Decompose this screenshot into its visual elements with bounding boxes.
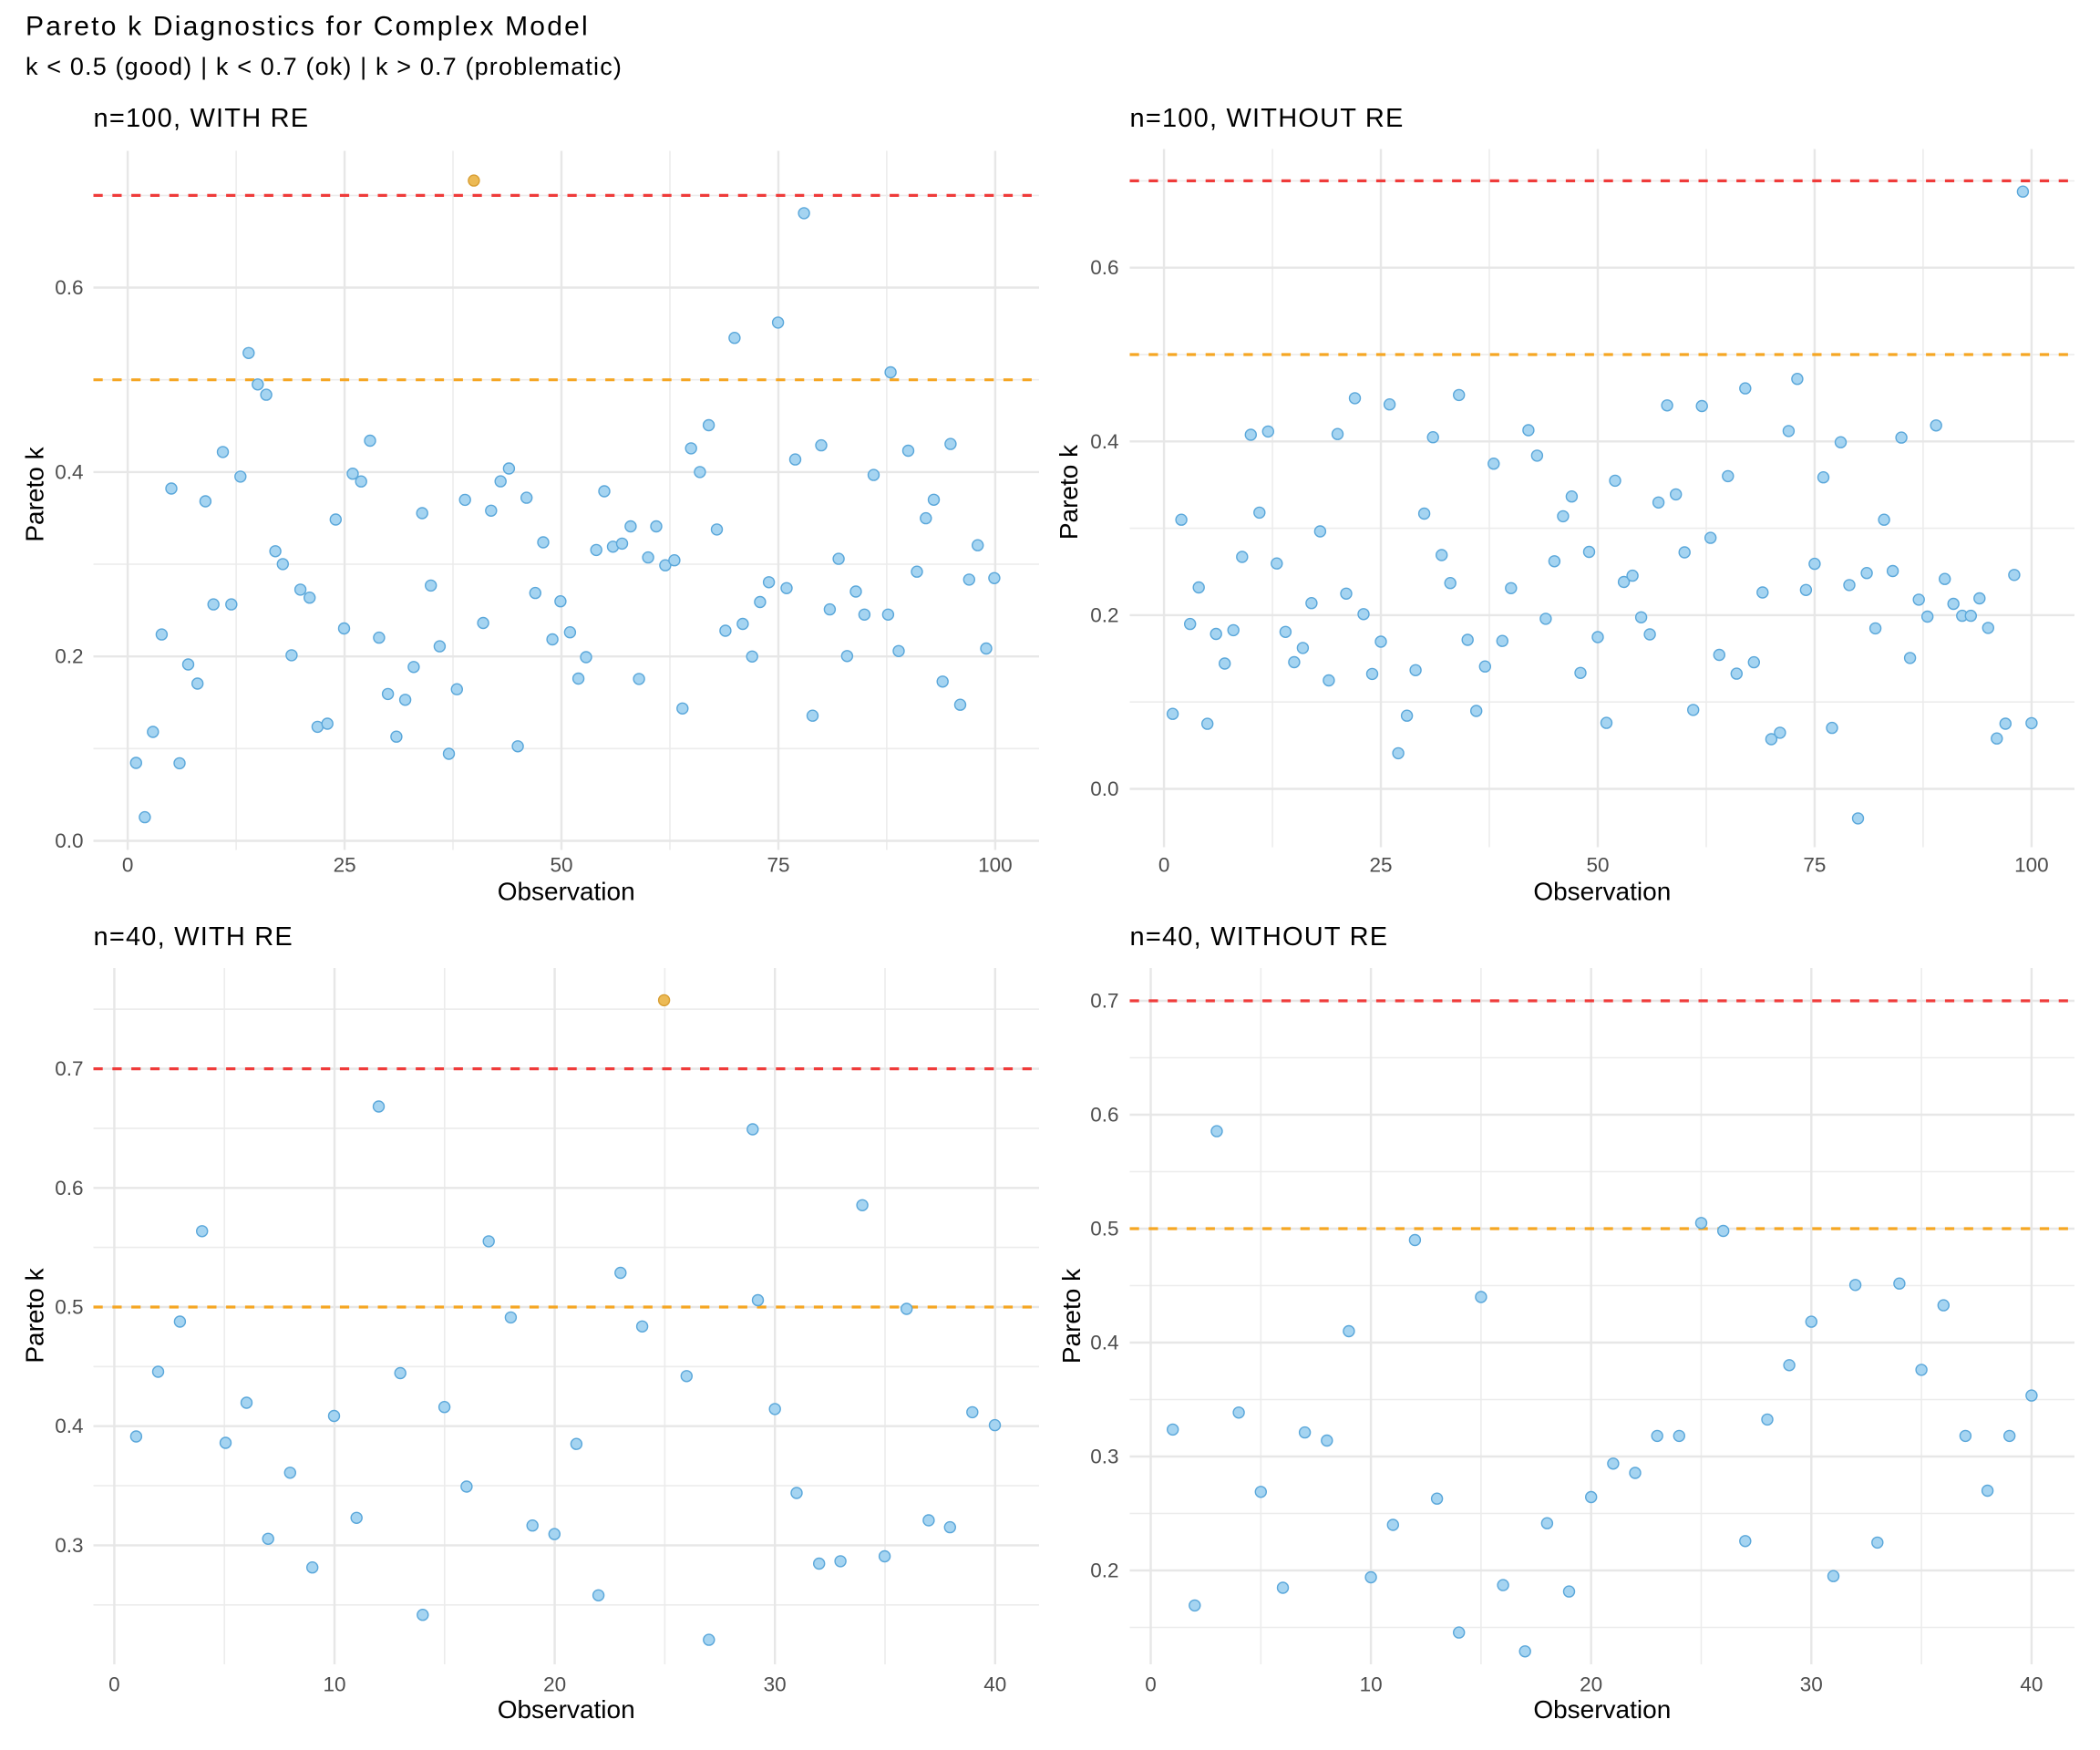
svg-text:0: 0 bbox=[1145, 1673, 1157, 1696]
svg-text:30: 30 bbox=[1800, 1673, 1823, 1696]
svg-text:Observation: Observation bbox=[1533, 1695, 1671, 1724]
svg-text:n=100, WITHOUT RE: n=100, WITHOUT RE bbox=[1130, 104, 1405, 133]
svg-text:0.3: 0.3 bbox=[1090, 1446, 1118, 1468]
svg-text:0: 0 bbox=[122, 854, 134, 877]
svg-text:20: 20 bbox=[1580, 1673, 1602, 1696]
svg-text:0.4: 0.4 bbox=[1090, 1332, 1118, 1354]
svg-text:0.5: 0.5 bbox=[1090, 1218, 1118, 1240]
svg-text:Pareto k Diagnostics for Compl: Pareto k Diagnostics for Complex Model bbox=[26, 12, 590, 42]
svg-text:50: 50 bbox=[550, 854, 572, 877]
svg-text:n=40, WITH RE: n=40, WITH RE bbox=[94, 922, 293, 952]
svg-text:25: 25 bbox=[334, 854, 356, 877]
svg-text:0.0: 0.0 bbox=[1090, 777, 1118, 800]
svg-text:0.6: 0.6 bbox=[55, 1177, 83, 1199]
svg-text:0.6: 0.6 bbox=[1090, 1104, 1118, 1127]
svg-text:100: 100 bbox=[978, 854, 1013, 877]
svg-text:40: 40 bbox=[2020, 1673, 2043, 1696]
svg-text:50: 50 bbox=[1586, 854, 1609, 877]
svg-text:20: 20 bbox=[543, 1673, 566, 1696]
svg-text:0.0: 0.0 bbox=[55, 829, 83, 852]
svg-text:Pareto k: Pareto k bbox=[21, 1267, 49, 1363]
svg-text:40: 40 bbox=[983, 1673, 1006, 1696]
svg-text:10: 10 bbox=[323, 1673, 345, 1696]
svg-text:0.4: 0.4 bbox=[55, 460, 83, 483]
svg-text:0: 0 bbox=[108, 1673, 120, 1696]
svg-text:0.4: 0.4 bbox=[55, 1415, 83, 1437]
svg-text:0.7: 0.7 bbox=[1090, 990, 1118, 1013]
svg-text:75: 75 bbox=[1803, 854, 1826, 877]
svg-text:0.2: 0.2 bbox=[1090, 1560, 1118, 1582]
svg-text:Pareto k: Pareto k bbox=[1057, 1268, 1086, 1364]
svg-text:n=100, WITH RE: n=100, WITH RE bbox=[94, 104, 310, 133]
svg-text:Pareto k: Pareto k bbox=[1055, 444, 1083, 540]
svg-text:30: 30 bbox=[764, 1673, 787, 1696]
svg-text:0.2: 0.2 bbox=[55, 645, 83, 668]
svg-text:0.3: 0.3 bbox=[55, 1534, 83, 1557]
svg-text:0.7: 0.7 bbox=[55, 1057, 83, 1080]
svg-text:0.2: 0.2 bbox=[1090, 603, 1118, 626]
svg-text:100: 100 bbox=[2014, 854, 2049, 877]
svg-text:0: 0 bbox=[1158, 854, 1170, 877]
svg-text:10: 10 bbox=[1360, 1673, 1383, 1696]
svg-text:0.4: 0.4 bbox=[1090, 430, 1118, 453]
svg-text:Pareto k: Pareto k bbox=[21, 446, 49, 541]
svg-text:0.6: 0.6 bbox=[55, 276, 83, 299]
svg-text:25: 25 bbox=[1369, 854, 1392, 877]
svg-text:Observation: Observation bbox=[498, 878, 635, 906]
svg-text:0.5: 0.5 bbox=[55, 1296, 83, 1319]
svg-text:75: 75 bbox=[767, 854, 789, 877]
svg-text:k < 0.5 (good) | k < 0.7 (ok): k < 0.5 (good) | k < 0.7 (ok) | k > 0.7 … bbox=[26, 53, 623, 80]
svg-text:Observation: Observation bbox=[498, 1695, 635, 1724]
svg-text:n=40, WITHOUT RE: n=40, WITHOUT RE bbox=[1130, 922, 1389, 952]
svg-text:0.6: 0.6 bbox=[1090, 256, 1118, 279]
svg-text:Observation: Observation bbox=[1533, 878, 1671, 906]
